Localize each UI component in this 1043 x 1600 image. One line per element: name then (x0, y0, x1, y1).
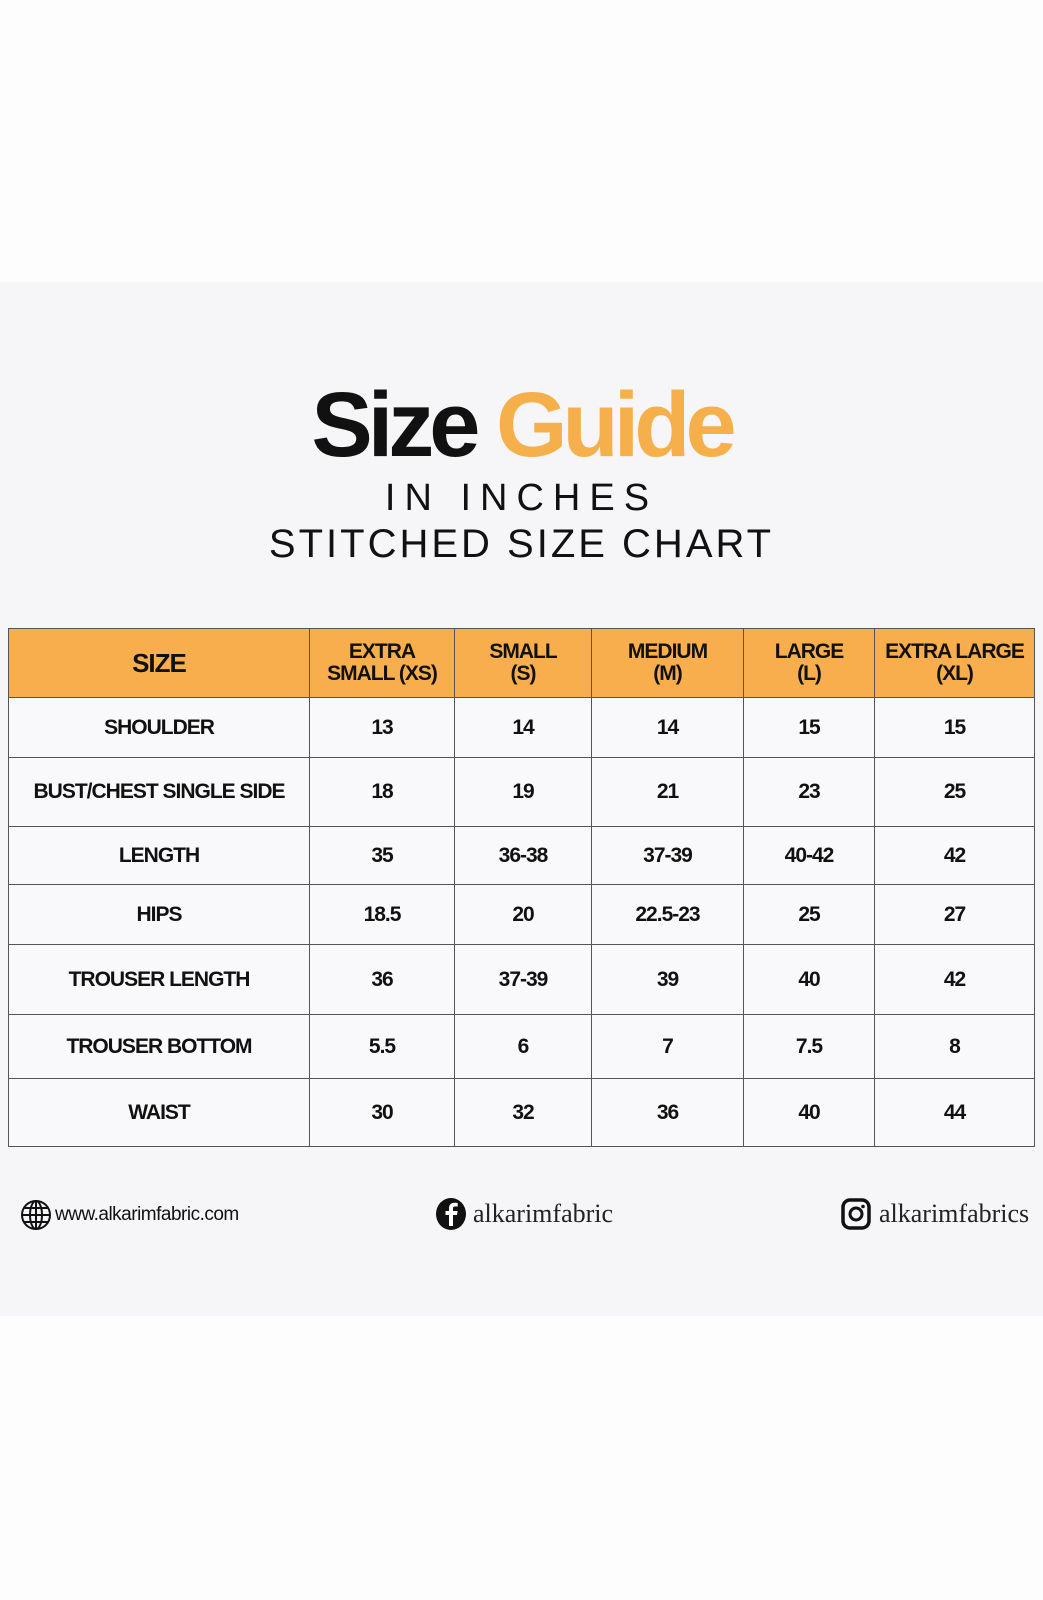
measurement-value: 21 (591, 757, 744, 827)
measurement-value: 18.5 (309, 884, 455, 945)
header-line1: SMALL (489, 640, 557, 663)
header-line2: (XL) (936, 662, 974, 685)
measurement-value: 35 (309, 826, 455, 885)
measurement-value: 15 (743, 697, 875, 758)
header-line1: MEDIUM (627, 640, 708, 663)
header-line2: (S) (510, 662, 537, 685)
measurement-value: 7 (591, 1014, 744, 1079)
measurement-value: 42 (874, 944, 1035, 1015)
measurement-label: WAIST (8, 1078, 310, 1147)
measurement-value: 40-42 (743, 826, 875, 885)
footer-facebook[interactable]: alkarimfabric (435, 1196, 613, 1232)
header-size-column: MEDIUM (M) (591, 628, 744, 698)
table-row: LENGTH 35 36-38 37-39 40-42 42 (8, 826, 1035, 885)
measurement-value: 25 (743, 884, 875, 945)
measurement-value: 13 (309, 697, 455, 758)
measurement-value: 5.5 (309, 1014, 455, 1079)
measurement-value: 40 (743, 1078, 875, 1147)
measurement-value: 36 (309, 944, 455, 1015)
header-size-column: LARGE (L) (743, 628, 875, 698)
table-row: BUST/CHEST SINGLE SIDE 18 19 21 23 25 (8, 757, 1035, 827)
subtitle-units: IN INCHES (384, 477, 659, 519)
facebook-handle[interactable]: alkarimfabric (473, 1199, 614, 1228)
measurement-value: 22.5-23 (591, 884, 744, 945)
measurement-value: 14 (591, 697, 744, 758)
measurement-label: SHOULDER (8, 697, 310, 758)
title-word-size: Size (311, 374, 480, 476)
header-line2: (L) (797, 662, 822, 685)
header-line1: EXTRA (348, 640, 416, 663)
measurement-value: 30 (309, 1078, 455, 1147)
page-title: Size Guide (0, 375, 1043, 475)
subtitle-chart: STITCHED SIZE CHART (268, 522, 775, 566)
title-word-guide: Guide (495, 374, 737, 476)
header-line2: (M) (653, 662, 682, 685)
measurement-value: 44 (874, 1078, 1035, 1147)
instagram-icon (841, 1198, 871, 1230)
header-size: SIZE (8, 628, 310, 698)
table-row: WAIST 30 32 36 40 44 (8, 1078, 1035, 1147)
header-row: SIZE EXTRA SMALL (XS) SMALL (S) MEDIUM (M) LARG… (8, 628, 1035, 698)
header-size-column: EXTRA LARGE (XL) (874, 628, 1035, 698)
measurement-label: HIPS (8, 884, 310, 945)
header-size-column: SMALL (S) (454, 628, 592, 698)
measurement-value: 27 (874, 884, 1035, 945)
measurement-value: 40 (743, 944, 875, 1015)
measurement-value: 32 (454, 1078, 592, 1147)
header-line1: LARGE (774, 640, 845, 663)
footer-instagram[interactable]: alkarimfabrics (841, 1196, 1029, 1232)
measurement-value: 23 (743, 757, 875, 827)
table-row: TROUSER LENGTH 36 37-39 39 40 42 (8, 944, 1035, 1015)
measurement-label: TROUSER LENGTH (8, 944, 310, 1015)
measurement-value: 36 (591, 1078, 744, 1147)
globe-icon (21, 1200, 51, 1230)
facebook-icon (436, 1198, 466, 1230)
measurement-value: 19 (454, 757, 592, 827)
measurement-value: 36-38 (454, 826, 592, 885)
size-table: SIZE EXTRA SMALL (XS) SMALL (S) MEDIUM (M) LARG… (8, 628, 1035, 1147)
measurement-value: 18 (309, 757, 455, 827)
measurement-value: 37-39 (591, 826, 744, 885)
footer-website[interactable]: www.alkarimfabric.com (20, 1198, 239, 1232)
measurement-label: TROUSER BOTTOM (8, 1014, 310, 1079)
table-row: TROUSER BOTTOM 5.5 6 7 7.5 8 (8, 1014, 1035, 1079)
table-row: HIPS 18.5 20 22.5-23 25 27 (8, 884, 1035, 945)
header-line1: EXTRA LARGE (885, 640, 1025, 663)
header-line1: SIZE (132, 648, 187, 678)
measurement-value: 8 (874, 1014, 1035, 1079)
website-link[interactable]: www.alkarimfabric.com (55, 1204, 239, 1225)
measurement-value: 15 (874, 697, 1035, 758)
measurement-value: 14 (454, 697, 592, 758)
header-size-column: EXTRA SMALL (XS) (309, 628, 455, 698)
measurement-label: BUST/CHEST SINGLE SIDE (8, 757, 310, 827)
measurement-value: 39 (591, 944, 744, 1015)
measurement-value: 25 (874, 757, 1035, 827)
measurement-value: 42 (874, 826, 1035, 885)
measurement-value: 6 (454, 1014, 592, 1079)
measurement-value: 20 (454, 884, 592, 945)
measurement-label: LENGTH (8, 826, 310, 885)
instagram-handle[interactable]: alkarimfabrics (879, 1199, 1030, 1228)
measurement-value: 7.5 (743, 1014, 875, 1079)
measurement-value: 37-39 (454, 944, 592, 1015)
header-line2: SMALL (XS) (327, 662, 438, 685)
table-row: SHOULDER 13 14 14 15 15 (8, 697, 1035, 758)
